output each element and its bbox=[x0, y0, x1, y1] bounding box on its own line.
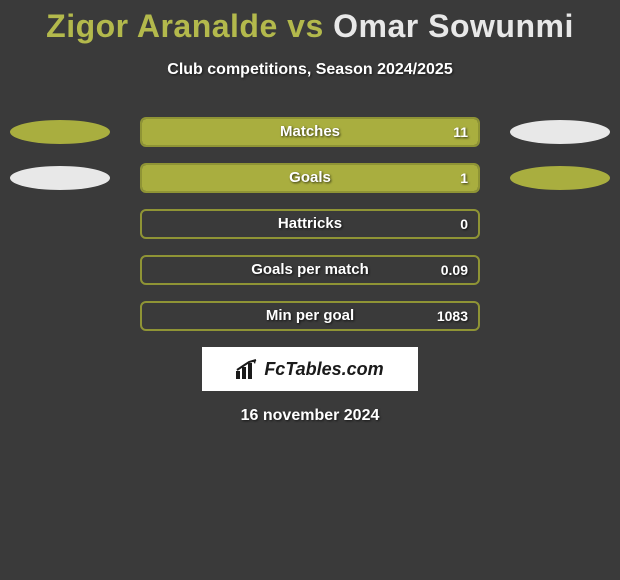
right-chip bbox=[510, 120, 610, 144]
stat-row: Min per goal1083 bbox=[0, 301, 620, 331]
comparison-infographic: Zigor Aranalde vs Omar Sowunmi Club comp… bbox=[0, 0, 620, 580]
stat-label: Min per goal bbox=[142, 303, 478, 329]
source-logo: FcTables.com bbox=[202, 347, 418, 391]
stat-bar: Min per goal1083 bbox=[140, 301, 480, 331]
chart-icon bbox=[236, 359, 258, 379]
stat-row: Goals per match0.09 bbox=[0, 255, 620, 285]
stat-value: 1083 bbox=[437, 303, 468, 329]
stat-label: Goals bbox=[142, 165, 478, 191]
stat-label: Hattricks bbox=[142, 211, 478, 237]
stat-value: 1 bbox=[460, 165, 468, 191]
stat-bar: Hattricks0 bbox=[140, 209, 480, 239]
page-title: Zigor Aranalde vs Omar Sowunmi bbox=[0, 0, 620, 45]
title-player-right: Omar Sowunmi bbox=[333, 8, 574, 44]
title-player-left: Zigor Aranalde bbox=[46, 8, 278, 44]
subtitle: Club competitions, Season 2024/2025 bbox=[0, 61, 620, 79]
stat-bar: Matches11 bbox=[140, 117, 480, 147]
stat-value: 11 bbox=[453, 119, 468, 145]
left-chip bbox=[10, 120, 110, 144]
stats-rows: Matches11 Goals1 Hattricks0 Goals per match… bbox=[0, 117, 620, 331]
stat-bar: Goals per match0.09 bbox=[140, 255, 480, 285]
stat-label: Matches bbox=[142, 119, 478, 145]
title-vs: vs bbox=[287, 8, 333, 44]
stat-row: Hattricks0 bbox=[0, 209, 620, 239]
stat-label: Goals per match bbox=[142, 257, 478, 283]
stat-row: Matches11 bbox=[0, 117, 620, 147]
stat-row: Goals1 bbox=[0, 163, 620, 193]
right-chip bbox=[510, 166, 610, 190]
footer-date: 16 november 2024 bbox=[0, 407, 620, 425]
source-logo-text: FcTables.com bbox=[264, 359, 383, 380]
stat-value: 0 bbox=[460, 211, 468, 237]
left-chip bbox=[10, 166, 110, 190]
stat-value: 0.09 bbox=[441, 257, 468, 283]
stat-bar: Goals1 bbox=[140, 163, 480, 193]
